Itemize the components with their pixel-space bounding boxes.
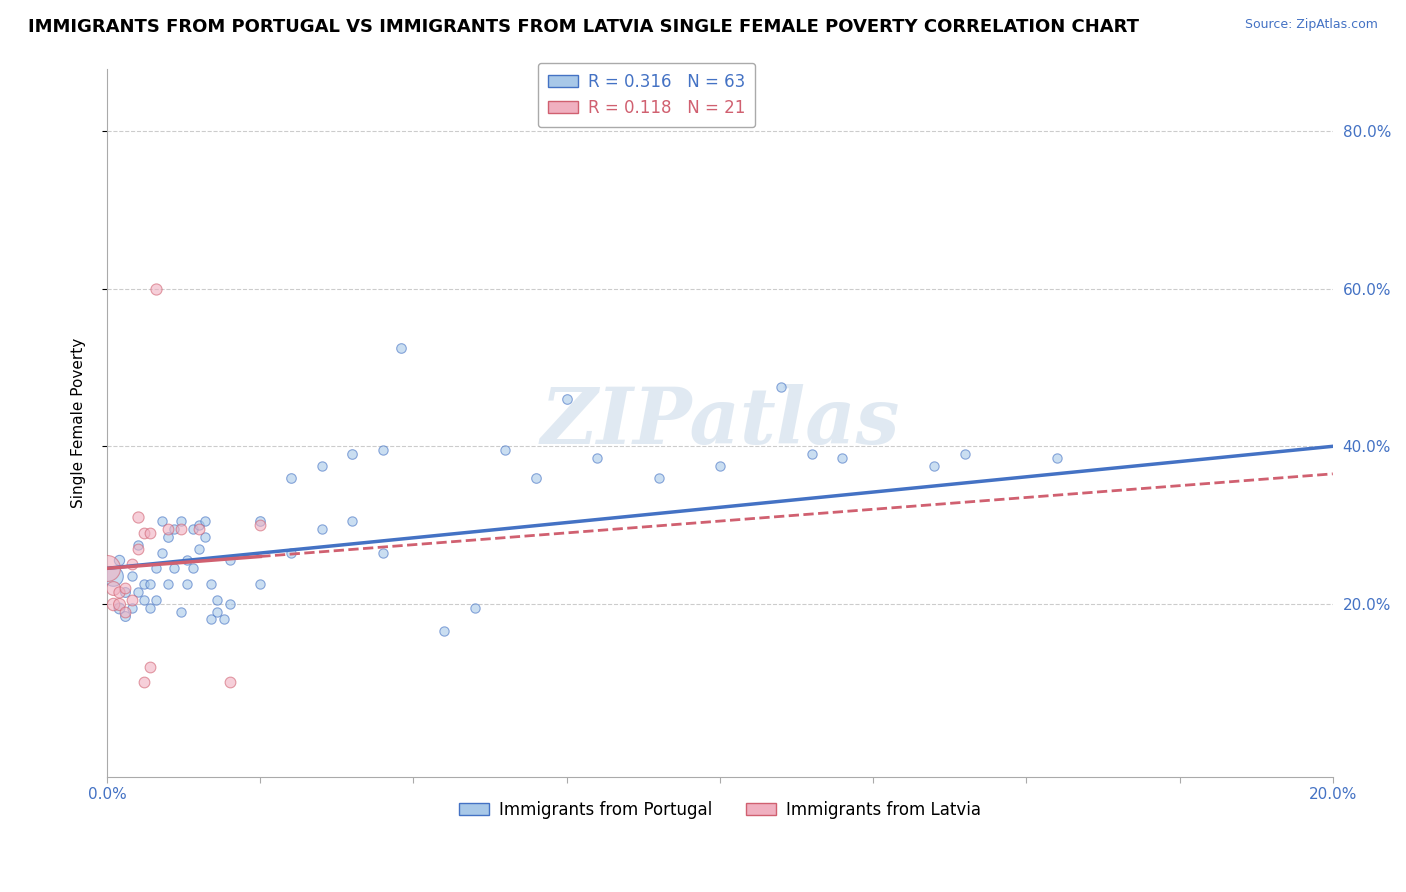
Point — [163, 561, 186, 575]
Point — [108, 597, 131, 611]
Point — [280, 471, 302, 485]
Point — [139, 577, 162, 591]
Point — [249, 518, 271, 533]
Text: ZIPatlas: ZIPatlas — [540, 384, 900, 461]
Point — [371, 443, 394, 458]
Point — [121, 600, 143, 615]
Point — [1046, 451, 1069, 466]
Point — [163, 522, 186, 536]
Point — [953, 447, 976, 461]
Point — [464, 600, 486, 615]
Point — [169, 522, 191, 536]
Point — [127, 510, 149, 524]
Text: Source: ZipAtlas.com: Source: ZipAtlas.com — [1244, 18, 1378, 31]
Point — [207, 605, 229, 619]
Point — [831, 451, 853, 466]
Point — [145, 592, 167, 607]
Point — [176, 553, 198, 567]
Point — [188, 518, 211, 533]
Point — [139, 525, 162, 540]
Point — [145, 282, 167, 296]
Point — [709, 458, 731, 473]
Point — [108, 600, 131, 615]
Point — [647, 471, 669, 485]
Point — [176, 577, 198, 591]
Point — [150, 514, 173, 528]
Point — [342, 447, 364, 461]
Point — [127, 585, 149, 599]
Point — [188, 541, 211, 556]
Point — [132, 577, 155, 591]
Point — [249, 577, 271, 591]
Point — [157, 530, 180, 544]
Point — [114, 581, 136, 595]
Point — [127, 541, 149, 556]
Point — [181, 561, 204, 575]
Point — [169, 605, 191, 619]
Point — [389, 341, 412, 355]
Point — [139, 600, 162, 615]
Point — [800, 447, 823, 461]
Point — [218, 675, 240, 690]
Point — [169, 514, 191, 528]
Point — [311, 522, 333, 536]
Point — [114, 585, 136, 599]
Point — [194, 530, 217, 544]
Legend: Immigrants from Portugal, Immigrants from Latvia: Immigrants from Portugal, Immigrants fro… — [453, 794, 987, 825]
Point — [311, 458, 333, 473]
Point — [108, 553, 131, 567]
Point — [96, 561, 118, 575]
Point — [108, 585, 131, 599]
Point — [433, 624, 456, 639]
Point — [103, 581, 125, 595]
Point — [200, 612, 222, 626]
Y-axis label: Single Female Poverty: Single Female Poverty — [72, 337, 86, 508]
Point — [181, 522, 204, 536]
Point — [371, 545, 394, 559]
Point — [924, 458, 946, 473]
Text: IMMIGRANTS FROM PORTUGAL VS IMMIGRANTS FROM LATVIA SINGLE FEMALE POVERTY CORRELA: IMMIGRANTS FROM PORTUGAL VS IMMIGRANTS F… — [28, 18, 1139, 36]
Point — [770, 380, 793, 394]
Point — [132, 675, 155, 690]
Point — [249, 514, 271, 528]
Point — [121, 558, 143, 572]
Point — [150, 545, 173, 559]
Point — [194, 514, 217, 528]
Point — [188, 522, 211, 536]
Point — [207, 592, 229, 607]
Point — [114, 608, 136, 623]
Point — [218, 553, 240, 567]
Point — [127, 538, 149, 552]
Point — [121, 592, 143, 607]
Point — [218, 597, 240, 611]
Point — [524, 471, 547, 485]
Point — [212, 612, 235, 626]
Point — [121, 569, 143, 583]
Point — [586, 451, 609, 466]
Point — [132, 525, 155, 540]
Point — [280, 545, 302, 559]
Point — [114, 605, 136, 619]
Point — [555, 392, 578, 406]
Point — [103, 569, 125, 583]
Point — [157, 522, 180, 536]
Point — [139, 659, 162, 673]
Point — [157, 577, 180, 591]
Point — [342, 514, 364, 528]
Point — [494, 443, 516, 458]
Point — [200, 577, 222, 591]
Point — [145, 561, 167, 575]
Point — [103, 597, 125, 611]
Point — [132, 592, 155, 607]
